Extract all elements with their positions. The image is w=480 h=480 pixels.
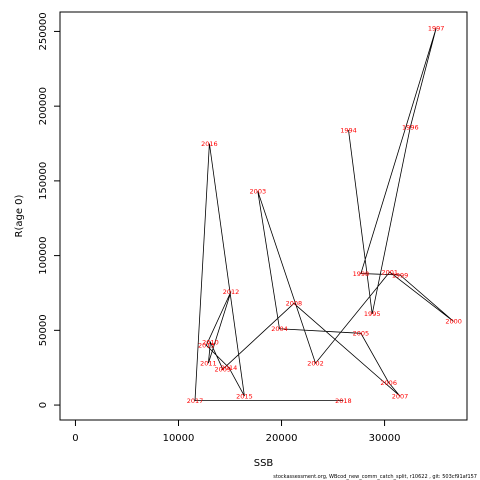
point-label-2003: 2003 [250,188,267,196]
x-axis-label: SSB [254,458,274,469]
x-ticks: 0 10000 20000 30000 [72,420,400,444]
point-label-2012: 2012 [223,288,240,296]
x-tick-label: 30000 [369,433,401,444]
footer-credit: stockassessment.org, WBcod_new_comm_catc… [273,474,477,480]
point-label-2011: 2011 [200,360,217,368]
point-label-2013: 2013 [198,342,215,350]
point-label-2014: 2014 [221,364,238,372]
point-label-2008: 2008 [286,300,303,308]
point-label-2007: 2007 [392,392,409,400]
point-label-2005: 2005 [353,330,370,338]
y-tick-label: 250000 [38,12,49,50]
sr-trajectory-line [194,28,454,401]
point-label-1997: 1997 [428,25,445,33]
y-tick-label: 150000 [38,162,49,200]
point-label-1996: 1996 [402,123,419,131]
y-ticks: 0 50000 100000 150000 200000 250000 [38,12,60,408]
x-tick-label: 20000 [266,433,298,444]
point-label-2016: 2016 [201,140,218,148]
point-label-2009: 2009 [215,365,232,373]
point-label-1999: 1999 [392,271,409,279]
point-label-1994: 1994 [340,126,357,134]
y-tick-label: 100000 [38,237,49,275]
point-labels: 1994 1995 1996 1997 1998 1999 2000 2001 2002 2003… [187,25,462,405]
x-tick-label: 10000 [163,433,195,444]
point-label-2006: 2006 [380,379,397,387]
point-label-2001: 2001 [381,268,398,276]
plot-frame [59,11,468,421]
point-label-2004: 2004 [271,325,288,333]
y-tick-label: 200000 [38,87,49,125]
series-path [194,28,454,401]
point-label-2002: 2002 [307,360,324,368]
point-label-2017: 2017 [187,397,204,405]
point-label-2000: 2000 [445,318,462,326]
point-label-2010: 2010 [202,339,219,347]
y-tick-label: 0 [38,402,49,408]
point-label-1998: 1998 [353,270,370,278]
x-tick-label: 0 [72,433,78,444]
point-label-2015: 2015 [236,392,253,400]
y-axis-label: R(age 0) [14,194,25,237]
y-tick-label: 50000 [38,314,49,346]
point-label-2018: 2018 [335,397,352,405]
point-label-1995: 1995 [364,310,381,318]
